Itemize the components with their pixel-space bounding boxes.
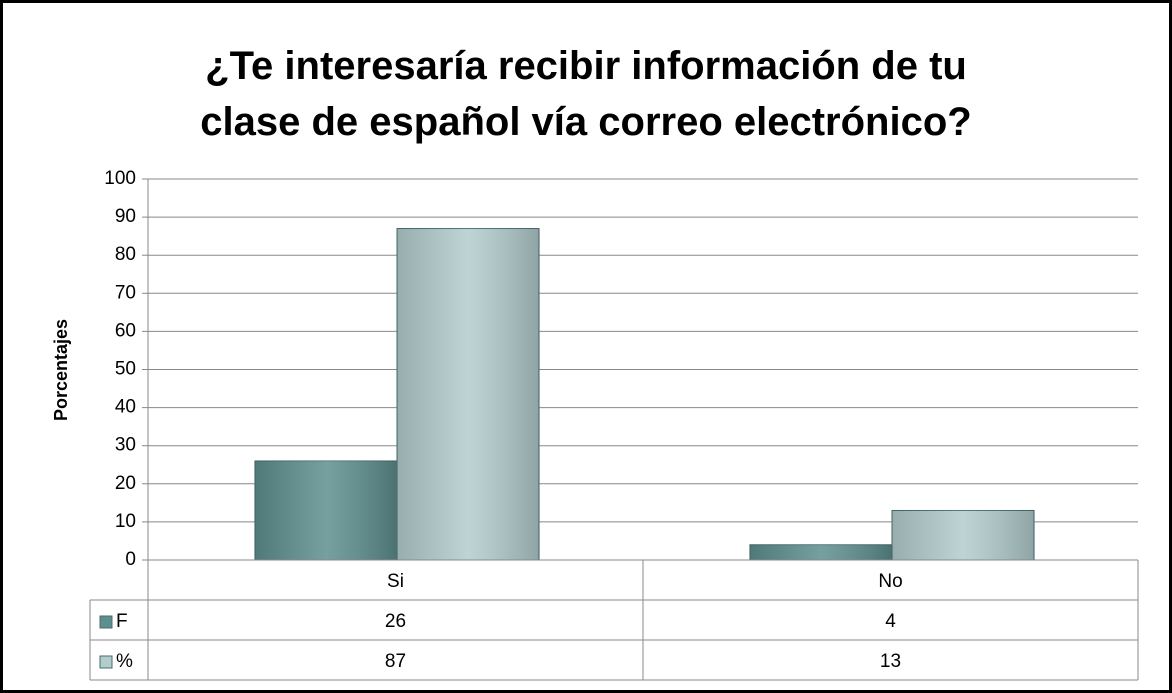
table-value: 87 xyxy=(385,651,406,672)
y-tick-label: 20 xyxy=(115,473,136,494)
y-tick-label: 50 xyxy=(115,359,136,380)
bar-shine xyxy=(891,510,1035,560)
legend-label: F xyxy=(116,611,128,632)
legend-key xyxy=(99,615,113,629)
y-tick-label: 60 xyxy=(115,320,136,341)
bar-shine xyxy=(254,460,397,560)
y-tick-label: 40 xyxy=(115,397,136,418)
bar-shine xyxy=(396,228,540,560)
y-tick-label: 80 xyxy=(115,244,136,265)
y-tick-label: 10 xyxy=(115,511,136,532)
bar-shine xyxy=(749,544,892,560)
y-tick-label: 90 xyxy=(115,206,136,227)
table-value: 13 xyxy=(880,651,901,672)
chart-title: ¿Te interesaría recibir información de t… xyxy=(200,44,972,144)
y-tick-label: 30 xyxy=(115,435,136,456)
legend-label: % xyxy=(116,651,133,672)
table-value: 4 xyxy=(885,611,896,632)
x-tick-label: Si xyxy=(387,571,404,592)
x-tick-label: No xyxy=(878,571,902,592)
y-tick-label: 0 xyxy=(125,549,136,570)
y-axis-label: Porcentajes xyxy=(51,319,71,421)
y-tick-label: 100 xyxy=(104,168,136,189)
table-value: 26 xyxy=(385,611,406,632)
legend-key xyxy=(99,655,113,669)
y-tick-label: 70 xyxy=(115,282,136,303)
